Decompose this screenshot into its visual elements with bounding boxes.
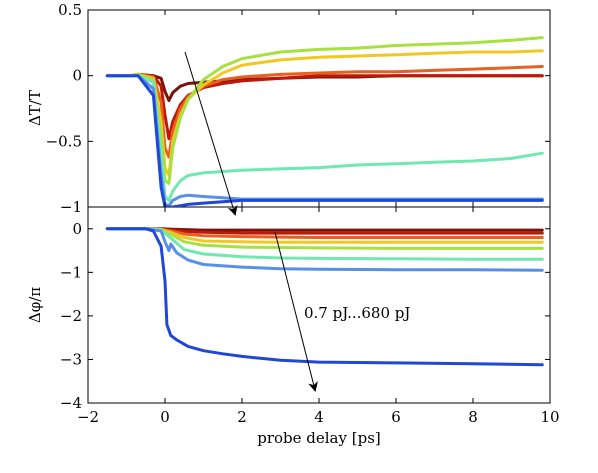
- x-tick-label: 10: [540, 408, 559, 426]
- x-tick-label: 0: [160, 408, 170, 426]
- top-plot-area: [105, 36, 544, 207]
- top-y-tick-label: −1: [60, 198, 82, 216]
- bottom-series-line-7: [105, 227, 544, 272]
- x-axis-label: probe delay [ps]: [257, 429, 381, 447]
- bottom-series-line-8: [105, 227, 544, 367]
- x-tick-label: 2: [237, 408, 247, 426]
- bottom-arrow: [274, 231, 318, 392]
- x-tick-label: 6: [391, 408, 401, 426]
- bottom-axis-ticks: −4 −3 −2 −1 0 −2 0 2 4 6 8 10: [60, 207, 560, 426]
- bottom-y-tick-label: −2: [60, 307, 82, 325]
- x-tick-label: 8: [468, 408, 478, 426]
- top-y-tick-label: 0: [72, 67, 82, 85]
- bottom-y-axis-label: Δφ/π: [26, 287, 44, 323]
- bottom-plot-area: [105, 227, 544, 367]
- top-y-tick-label: −0.5: [46, 132, 82, 150]
- top-series-line-1: [105, 72, 544, 103]
- top-arrow: [184, 51, 238, 216]
- bottom-y-tick-label: −4: [60, 394, 82, 412]
- energy-range-annotation: 0.7 pJ...680 pJ: [304, 304, 410, 322]
- top-y-tick-label: 0.5: [58, 1, 82, 19]
- top-axis-ticks: −1 −0.5 0 0.5: [46, 1, 551, 216]
- bottom-y-tick-label: −1: [60, 263, 82, 281]
- x-tick-label: 4: [314, 408, 324, 426]
- bottom-y-tick-label: −3: [60, 350, 82, 368]
- bottom-y-tick-label: 0: [72, 220, 82, 238]
- x-tick-label: −2: [77, 408, 99, 426]
- top-series-line-8: [105, 74, 544, 207]
- top-y-axis-label: ΔT/T: [26, 90, 44, 126]
